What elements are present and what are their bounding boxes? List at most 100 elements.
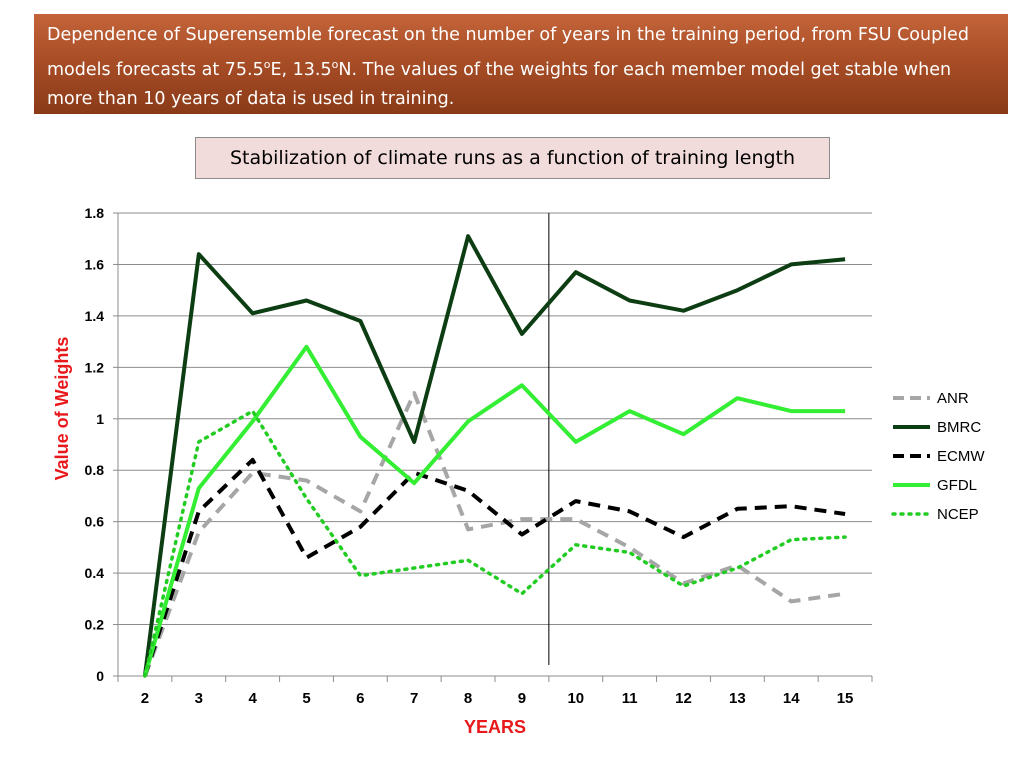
data-point-ncep — [413, 566, 416, 569]
data-point-bmrc — [736, 289, 739, 292]
data-point-bmrc — [628, 299, 631, 302]
series-line-bmrc — [142, 234, 846, 677]
legend-label-bmrc: BMRC — [937, 419, 981, 436]
data-point-ecmw — [251, 458, 254, 461]
data-point-bmrc — [467, 235, 470, 238]
data-point-gfdl — [197, 487, 200, 490]
degree-mark: o — [263, 58, 271, 71]
data-point-gfdl — [844, 410, 847, 413]
data-point-anr — [251, 471, 254, 474]
data-point-ncep — [251, 410, 254, 413]
y-tick-label: 0.4 — [85, 565, 105, 581]
data-point-ecmw — [359, 525, 362, 528]
data-point-ecmw — [844, 512, 847, 515]
y-tick-label: 0.2 — [85, 617, 105, 633]
data-point-ecmw — [736, 507, 739, 510]
x-tick-label: 2 — [141, 690, 149, 707]
data-point-ecmw — [413, 471, 416, 474]
x-tick-label: 6 — [356, 690, 364, 707]
data-point-anr — [844, 592, 847, 595]
data-point-ncep — [736, 566, 739, 569]
data-point-bmrc — [251, 312, 254, 315]
x-tick-label: 12 — [675, 690, 692, 707]
y-tick-label: 1.2 — [85, 359, 105, 375]
degree-mark: o — [331, 58, 339, 71]
data-point-gfdl — [736, 397, 739, 400]
data-point-ecmw — [305, 556, 308, 559]
data-point-ncep — [305, 497, 308, 500]
legend: ANR BMRC ECMW GFDL NCEP — [891, 390, 985, 523]
data-point-bmrc — [790, 263, 793, 266]
data-point-gfdl — [628, 410, 631, 413]
chart-title: Stabilization of climate runs as a funct… — [195, 137, 830, 179]
x-tick-label: 10 — [567, 690, 584, 707]
data-point-gfdl — [574, 440, 577, 443]
legend-label-gfdl: GFDL — [937, 477, 977, 494]
data-point-bmrc — [359, 320, 362, 323]
x-tick-label: 11 — [622, 690, 638, 707]
axes — [113, 212, 873, 682]
data-point-ecmw — [197, 510, 200, 513]
x-tick-label: 14 — [783, 690, 800, 707]
data-point-gfdl — [413, 482, 416, 485]
series-line-ecmw — [142, 457, 846, 677]
data-point-ncep — [844, 536, 847, 539]
legend-label-ecmw: ECMW — [937, 448, 985, 465]
legend-label-anr: ANR — [937, 390, 969, 407]
data-point-anr — [520, 518, 523, 521]
data-point-gfdl — [305, 345, 308, 348]
data-point-bmrc — [413, 440, 416, 443]
data-point-anr — [359, 510, 362, 513]
data-point-anr — [467, 528, 470, 531]
data-point-anr — [574, 518, 577, 521]
data-point-anr — [628, 546, 631, 549]
y-tick-label: 0.8 — [85, 462, 105, 478]
data-point-ncep — [197, 440, 200, 443]
x-tick-label: 13 — [729, 690, 746, 707]
data-point-ncep — [790, 538, 793, 541]
y-tick-label: 1 — [96, 411, 104, 427]
data-point-anr — [413, 392, 416, 395]
data-point-ecmw — [790, 505, 793, 508]
x-axis-title: YEARS — [464, 717, 526, 737]
data-point-ncep — [143, 675, 146, 678]
x-tick-label: 9 — [518, 690, 526, 707]
y-tick-label: 1.8 — [85, 205, 105, 221]
x-tick-label: 5 — [302, 690, 310, 707]
legend-label-ncep: NCEP — [937, 506, 979, 523]
data-point-bmrc — [520, 332, 523, 335]
y-tick-label: 0.6 — [85, 514, 105, 530]
data-point-ecmw — [574, 500, 577, 503]
data-point-bmrc — [844, 258, 847, 261]
data-point-ecmw — [520, 533, 523, 536]
data-point-gfdl — [682, 433, 685, 436]
banner-text: Dependence of Superensemble forecast on … — [47, 25, 969, 109]
y-tick-label: 1.4 — [85, 308, 105, 324]
data-point-ecmw — [628, 510, 631, 513]
y-tick-label: 0 — [96, 668, 104, 684]
series-line-anr — [143, 391, 846, 677]
x-tick-label: 8 — [464, 690, 472, 707]
data-point-ncep — [628, 551, 631, 554]
data-point-ncep — [359, 574, 362, 577]
data-point-anr — [197, 530, 200, 533]
tick-labels: 0 0.2 0.4 0.6 0.8 1 1.2 1.4 1.6 1.8 2 3 4 5 6 7 8 9 10 11 12… — [52, 205, 853, 737]
data-point-gfdl — [359, 435, 362, 438]
data-point-gfdl — [467, 420, 470, 423]
data-point-bmrc — [305, 299, 308, 302]
data-point-anr — [790, 600, 793, 603]
data-point-gfdl — [251, 420, 254, 423]
data-point-ncep — [682, 584, 685, 587]
slide-banner: Dependence of Superensemble forecast on … — [34, 14, 1008, 114]
data-point-bmrc — [682, 309, 685, 312]
y-axis-title: Value of Weights — [52, 337, 72, 481]
series-lines — [142, 234, 847, 678]
series-line-ncep — [143, 409, 847, 678]
data-point-bmrc — [197, 253, 200, 256]
data-point-anr — [305, 479, 308, 482]
data-point-ecmw — [467, 489, 470, 492]
series-line-gfdl — [142, 344, 846, 677]
x-tick-label: 15 — [837, 690, 854, 707]
data-point-ncep — [574, 543, 577, 546]
